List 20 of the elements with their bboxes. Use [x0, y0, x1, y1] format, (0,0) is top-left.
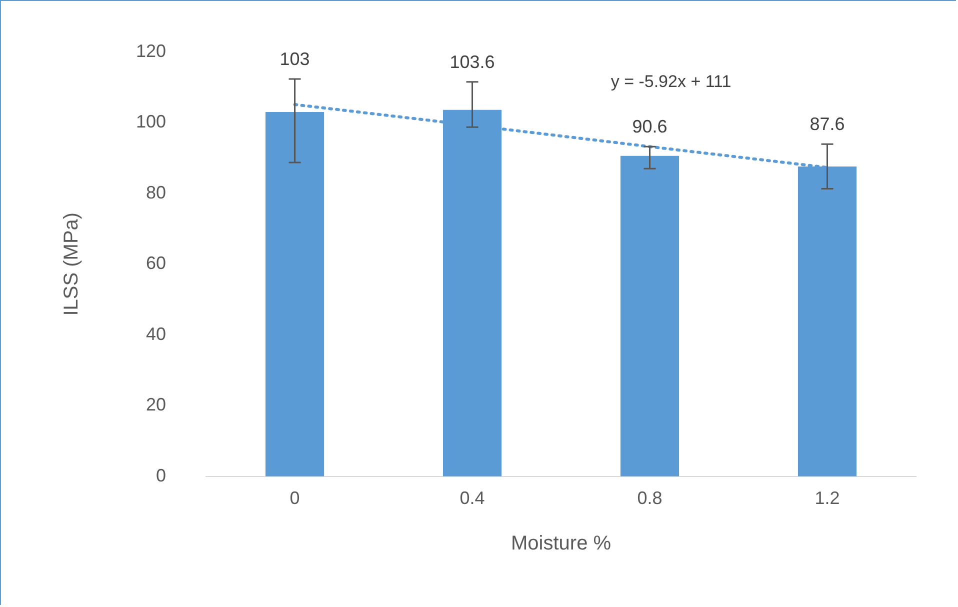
x-tick-label: 0 — [290, 488, 300, 508]
data-label: 90.6 — [632, 116, 668, 137]
annotation: y = -5.92x + 111 — [610, 72, 732, 91]
data-label: 87.6 — [810, 114, 845, 134]
x-tick-label: 0.4 — [460, 488, 485, 508]
data-label: 103 — [280, 49, 310, 70]
y-tick-label: 100 — [136, 112, 166, 132]
y-tick-label: 0 — [156, 465, 166, 486]
y-axis-title: ILSS (MPa) — [60, 212, 83, 316]
y-tick-label: 40 — [146, 324, 166, 344]
data-label: 103.6 — [450, 52, 495, 72]
bar — [265, 112, 324, 476]
y-tick-label: 20 — [146, 394, 166, 415]
y-tick-label: 120 — [136, 40, 166, 61]
y-tick-label: 80 — [146, 182, 166, 202]
x-tick-label: 0.8 — [637, 488, 662, 508]
bar — [620, 156, 680, 476]
y-tick-label: 60 — [146, 253, 166, 274]
x-axis-title: Moisture % — [511, 532, 612, 555]
x-tick-label: 1.2 — [814, 488, 840, 508]
